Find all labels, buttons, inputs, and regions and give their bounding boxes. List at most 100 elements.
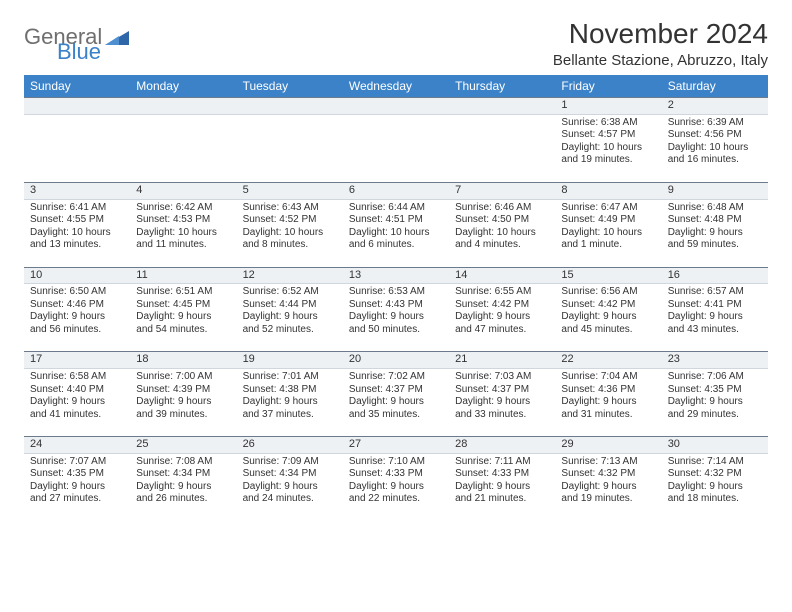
daylight-line: Daylight: 9 hours and 56 minutes.: [30, 311, 124, 336]
day-info-cell: Sunrise: 6:55 AMSunset: 4:42 PMDaylight:…: [449, 284, 555, 352]
day-number-cell: 9: [662, 182, 768, 199]
sunset-line: Sunset: 4:40 PM: [30, 384, 124, 397]
daylight-line: Daylight: 10 hours and 19 minutes.: [561, 142, 655, 167]
sunset-line: Sunset: 4:32 PM: [561, 468, 655, 481]
day-header: Thursday: [449, 75, 555, 98]
daylight-line: Daylight: 9 hours and 50 minutes.: [349, 311, 443, 336]
daylight-line: Daylight: 9 hours and 52 minutes.: [243, 311, 337, 336]
sunrise-line: Sunrise: 7:09 AM: [243, 456, 337, 469]
daylight-line: Daylight: 9 hours and 39 minutes.: [136, 396, 230, 421]
sunset-line: Sunset: 4:39 PM: [136, 384, 230, 397]
day-number-cell: 18: [130, 352, 236, 369]
day-number-cell: 1: [555, 98, 661, 115]
sunset-line: Sunset: 4:37 PM: [349, 384, 443, 397]
sunrise-line: Sunrise: 7:08 AM: [136, 456, 230, 469]
daylight-line: Daylight: 10 hours and 8 minutes.: [243, 227, 337, 252]
sunset-line: Sunset: 4:55 PM: [30, 214, 124, 227]
day-info-cell: Sunrise: 6:38 AMSunset: 4:57 PMDaylight:…: [555, 114, 661, 182]
daylight-line: Daylight: 10 hours and 4 minutes.: [455, 227, 549, 252]
sunrise-line: Sunrise: 6:50 AM: [30, 286, 124, 299]
day-info-cell: Sunrise: 6:51 AMSunset: 4:45 PMDaylight:…: [130, 284, 236, 352]
day-number-cell: 5: [237, 182, 343, 199]
day-info-cell: Sunrise: 7:00 AMSunset: 4:39 PMDaylight:…: [130, 369, 236, 437]
sunrise-line: Sunrise: 6:38 AM: [561, 117, 655, 130]
sunrise-line: Sunrise: 6:52 AM: [243, 286, 337, 299]
sunrise-line: Sunrise: 6:55 AM: [455, 286, 549, 299]
sunrise-line: Sunrise: 6:47 AM: [561, 202, 655, 215]
daylight-line: Daylight: 9 hours and 47 minutes.: [455, 311, 549, 336]
daylight-line: Daylight: 9 hours and 26 minutes.: [136, 481, 230, 506]
day-number-cell: 15: [555, 267, 661, 284]
day-info-cell: Sunrise: 6:39 AMSunset: 4:56 PMDaylight:…: [662, 114, 768, 182]
day-number-cell: 23: [662, 352, 768, 369]
sunset-line: Sunset: 4:52 PM: [243, 214, 337, 227]
sunrise-line: Sunrise: 6:39 AM: [668, 117, 762, 130]
day-header: Wednesday: [343, 75, 449, 98]
day-header: Monday: [130, 75, 236, 98]
location: Bellante Stazione, Abruzzo, Italy: [553, 52, 768, 69]
day-number-cell: 16: [662, 267, 768, 284]
day-info-cell: [24, 114, 130, 182]
sunrise-line: Sunrise: 6:56 AM: [561, 286, 655, 299]
day-info-cell: Sunrise: 6:52 AMSunset: 4:44 PMDaylight:…: [237, 284, 343, 352]
day-number-cell: [237, 98, 343, 115]
daylight-line: Daylight: 9 hours and 18 minutes.: [668, 481, 762, 506]
sunset-line: Sunset: 4:36 PM: [561, 384, 655, 397]
day-header: Saturday: [662, 75, 768, 98]
sunrise-line: Sunrise: 7:03 AM: [455, 371, 549, 384]
sunrise-line: Sunrise: 6:51 AM: [136, 286, 230, 299]
daylight-line: Daylight: 9 hours and 24 minutes.: [243, 481, 337, 506]
day-number-cell: 26: [237, 437, 343, 454]
sunrise-line: Sunrise: 6:58 AM: [30, 371, 124, 384]
calendar-page: General Blue November 2024 Bellante Staz…: [0, 0, 792, 539]
day-number-cell: 8: [555, 182, 661, 199]
day-number-cell: 29: [555, 437, 661, 454]
day-header-row: Sunday Monday Tuesday Wednesday Thursday…: [24, 75, 768, 98]
sunrise-line: Sunrise: 7:13 AM: [561, 456, 655, 469]
day-info-row: Sunrise: 6:38 AMSunset: 4:57 PMDaylight:…: [24, 114, 768, 182]
day-info-cell: Sunrise: 7:13 AMSunset: 4:32 PMDaylight:…: [555, 453, 661, 521]
day-info-cell: [237, 114, 343, 182]
daylight-line: Daylight: 10 hours and 1 minute.: [561, 227, 655, 252]
sunrise-line: Sunrise: 7:11 AM: [455, 456, 549, 469]
day-number-cell: 11: [130, 267, 236, 284]
day-info-cell: Sunrise: 7:14 AMSunset: 4:32 PMDaylight:…: [662, 453, 768, 521]
day-info-cell: Sunrise: 6:46 AMSunset: 4:50 PMDaylight:…: [449, 199, 555, 267]
daylight-line: Daylight: 9 hours and 19 minutes.: [561, 481, 655, 506]
day-number-cell: 13: [343, 267, 449, 284]
sunset-line: Sunset: 4:35 PM: [668, 384, 762, 397]
sunrise-line: Sunrise: 7:02 AM: [349, 371, 443, 384]
sunset-line: Sunset: 4:38 PM: [243, 384, 337, 397]
day-info-cell: Sunrise: 7:07 AMSunset: 4:35 PMDaylight:…: [24, 453, 130, 521]
sunset-line: Sunset: 4:43 PM: [349, 299, 443, 312]
day-info-cell: [449, 114, 555, 182]
daylight-line: Daylight: 10 hours and 16 minutes.: [668, 142, 762, 167]
day-number-cell: 7: [449, 182, 555, 199]
day-info-cell: Sunrise: 7:02 AMSunset: 4:37 PMDaylight:…: [343, 369, 449, 437]
sunset-line: Sunset: 4:42 PM: [455, 299, 549, 312]
sunrise-line: Sunrise: 6:42 AM: [136, 202, 230, 215]
day-info-row: Sunrise: 6:58 AMSunset: 4:40 PM Daylight:…: [24, 369, 768, 437]
daynum-row: 10111213141516: [24, 267, 768, 284]
day-info-cell: Sunrise: 7:01 AMSunset: 4:38 PMDaylight:…: [237, 369, 343, 437]
sunset-line: Sunset: 4:51 PM: [349, 214, 443, 227]
sunset-line: Sunset: 4:53 PM: [136, 214, 230, 227]
sunrise-line: Sunrise: 7:01 AM: [243, 371, 337, 384]
day-number-cell: [130, 98, 236, 115]
sunset-line: Sunset: 4:50 PM: [455, 214, 549, 227]
sunrise-line: Sunrise: 6:44 AM: [349, 202, 443, 215]
day-info-cell: Sunrise: 7:11 AMSunset: 4:33 PMDaylight:…: [449, 453, 555, 521]
sunset-line: Sunset: 4:46 PM: [30, 299, 124, 312]
daylight-line: Daylight: 10 hours and 11 minutes.: [136, 227, 230, 252]
calendar-table: Sunday Monday Tuesday Wednesday Thursday…: [24, 75, 768, 521]
day-number-cell: 22: [555, 352, 661, 369]
sunrise-line: Sunrise: 7:06 AM: [668, 371, 762, 384]
sunrise-line: Sunrise: 7:04 AM: [561, 371, 655, 384]
sunrise-line: Sunrise: 6:43 AM: [243, 202, 337, 215]
header: General Blue November 2024 Bellante Staz…: [24, 18, 768, 69]
day-number-cell: 17: [24, 352, 130, 369]
sunrise-line: Sunrise: 6:46 AM: [455, 202, 549, 215]
sunset-line: Sunset: 4:34 PM: [243, 468, 337, 481]
sunset-line: Sunset: 4:35 PM: [30, 468, 124, 481]
day-number-cell: [24, 98, 130, 115]
